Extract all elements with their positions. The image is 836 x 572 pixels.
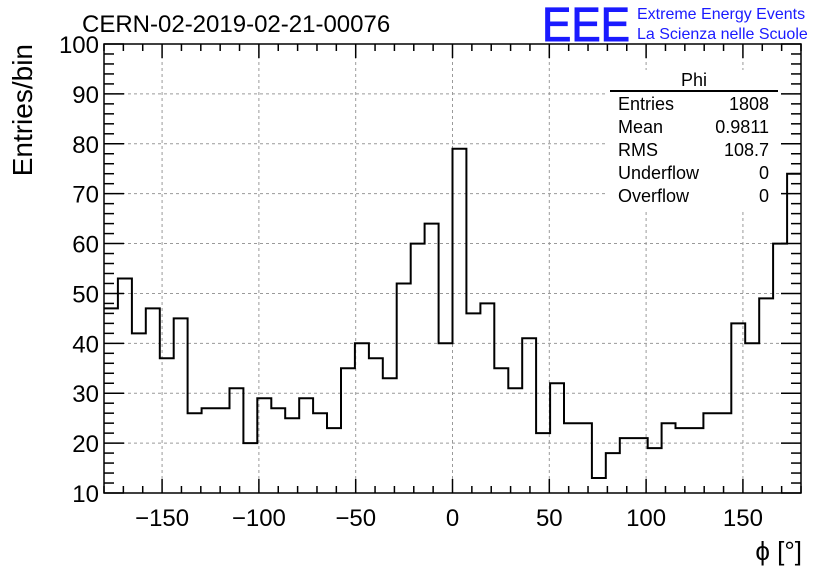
axis-ticks bbox=[103, 43, 802, 494]
stats-box: Phi Entries 1808 Mean 0.9811 RMS 108.7 Underfl… bbox=[608, 70, 780, 210]
x-tick-label: 0 bbox=[446, 505, 459, 532]
y-tick-label: 90 bbox=[72, 82, 99, 109]
chart-title: CERN-02-2019-02-21-00076 bbox=[82, 11, 390, 38]
stats-row-label: RMS bbox=[618, 140, 658, 160]
y-tick-label: 10 bbox=[72, 481, 99, 508]
y-axis-label: Entries/bin bbox=[7, 44, 38, 176]
stats-row-value: 108.7 bbox=[724, 140, 769, 160]
stats-row-label: Overflow bbox=[618, 186, 690, 206]
stats-row-label: Entries bbox=[618, 94, 674, 114]
y-tick-label: 60 bbox=[72, 232, 99, 259]
stats-row-value: 1808 bbox=[729, 94, 769, 114]
stats-row-value: 0 bbox=[759, 163, 769, 183]
y-tick-label: 70 bbox=[72, 182, 99, 209]
stats-row-label: Underflow bbox=[618, 163, 700, 183]
stats-row-value: 0.9811 bbox=[715, 117, 769, 137]
x-tick-labels: −150 −100 −50 0 50 100 150 bbox=[135, 505, 763, 532]
x-tick-label: −150 bbox=[135, 505, 189, 532]
histogram-series-phi bbox=[104, 147, 801, 479]
x-tick-label: 100 bbox=[626, 505, 666, 532]
y-tick-label: 80 bbox=[72, 132, 99, 159]
x-tick-label: 50 bbox=[536, 505, 563, 532]
stats-box-bg bbox=[608, 70, 780, 210]
x-axis-label: ϕ [°] bbox=[755, 536, 802, 566]
y-tick-label: 30 bbox=[72, 381, 99, 408]
stats-rows: Entries 1808 Mean 0.9811 RMS 108.7 Underflow 0 O… bbox=[618, 94, 769, 206]
eee-logo-line1: Extreme Energy Events bbox=[637, 6, 805, 23]
y-tick-label: 20 bbox=[72, 431, 99, 458]
stats-row-value: 0 bbox=[759, 186, 769, 206]
y-tick-label: 50 bbox=[72, 281, 99, 308]
eee-logo-line2: La Scienza nelle Scuole bbox=[637, 26, 808, 43]
eee-logo: EEE Extreme Energy Events La Scienza nel… bbox=[542, 0, 808, 53]
stats-row-label: Mean bbox=[618, 117, 663, 137]
y-tick-label: 100 bbox=[59, 32, 99, 59]
stats-box-title: Phi bbox=[681, 70, 707, 90]
x-tick-label: −50 bbox=[335, 505, 376, 532]
x-tick-label: −100 bbox=[232, 505, 286, 532]
y-tick-label: 40 bbox=[72, 331, 99, 358]
x-tick-label: 150 bbox=[723, 505, 763, 532]
y-tick-labels: 10 20 30 40 50 60 70 80 90 100 bbox=[59, 32, 99, 508]
eee-logo-mark: EEE bbox=[542, 0, 630, 52]
